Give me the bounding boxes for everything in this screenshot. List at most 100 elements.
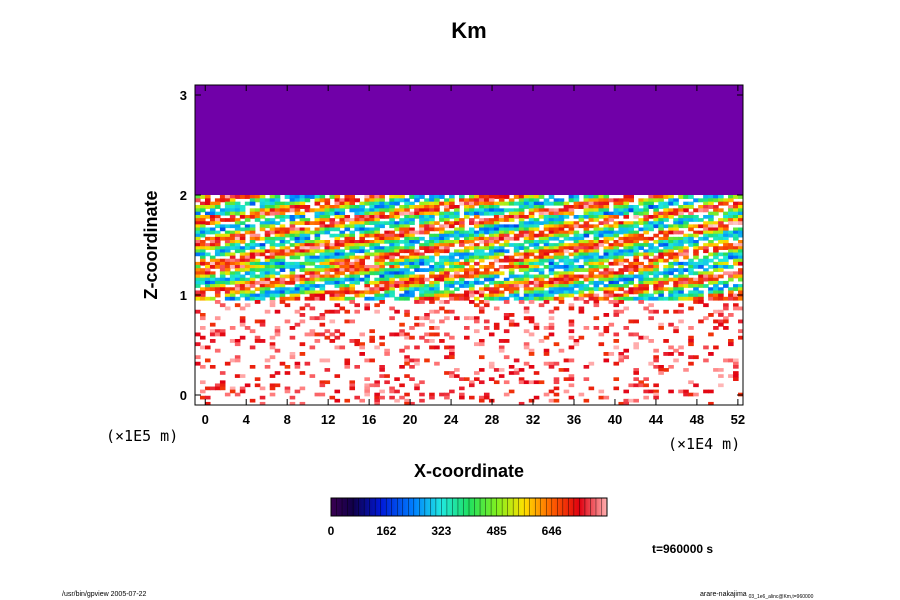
- field-cell: [299, 287, 306, 292]
- field-cell: [239, 277, 246, 282]
- field-cell: [264, 274, 271, 279]
- field-cell: [513, 274, 520, 279]
- field-cell: [528, 218, 535, 222]
- field-cell: [598, 261, 605, 266]
- field-cell: [513, 371, 520, 375]
- field-cell: [673, 198, 679, 203]
- field-cell: [324, 268, 331, 272]
- field-cell: [204, 274, 211, 279]
- field-cell: [454, 208, 460, 213]
- field-cell: [299, 215, 306, 219]
- field-cell: [508, 208, 515, 213]
- field-cell: [269, 211, 276, 216]
- field-cell: [603, 208, 610, 213]
- field-cell: [389, 249, 395, 254]
- field-cell: [229, 287, 236, 292]
- field-cell: [613, 377, 620, 381]
- field-cell: [274, 198, 281, 203]
- field-cell: [229, 261, 236, 266]
- field-cell: [449, 265, 455, 269]
- field-cell: [478, 271, 485, 276]
- field-cell: [219, 284, 226, 288]
- field-cell: [219, 246, 226, 250]
- field-cell: [329, 261, 336, 266]
- field-cell: [344, 258, 351, 263]
- field-cell: [319, 249, 326, 254]
- field-cell: [304, 249, 311, 254]
- field-cell: [209, 287, 216, 292]
- field-cell: [379, 205, 385, 209]
- field-cell: [209, 296, 216, 301]
- field-cell: [399, 395, 405, 400]
- field-cell: [284, 195, 291, 199]
- field-cell: [259, 221, 266, 225]
- field-cell: [254, 215, 261, 219]
- field-cell: [409, 215, 415, 219]
- field-cell: [294, 284, 301, 288]
- field-cell: [379, 215, 385, 219]
- field-cell: [713, 208, 719, 213]
- field-cell: [638, 287, 644, 292]
- field-cell: [623, 348, 630, 353]
- field-cell: [214, 243, 221, 247]
- field-cell: [404, 361, 410, 366]
- field-cell: [199, 227, 206, 232]
- field-cell: [698, 319, 704, 324]
- field-cell: [483, 211, 490, 216]
- field-cell: [454, 374, 460, 378]
- field-cell: [668, 246, 674, 250]
- field-cell: [429, 395, 435, 400]
- field-cell: [518, 224, 525, 229]
- region-mid-turbulent-layer: [195, 215, 743, 266]
- field-cell: [444, 287, 450, 292]
- field-cell: [593, 224, 600, 229]
- field-cell: [299, 342, 306, 347]
- field-cell: [384, 252, 390, 257]
- field-cell: [344, 233, 351, 238]
- field-cell: [593, 293, 600, 298]
- field-cell: [648, 339, 654, 343]
- field-cell: [593, 236, 600, 241]
- field-cell: [588, 290, 595, 295]
- field-cell: [628, 287, 634, 292]
- field-cell: [334, 271, 341, 276]
- region-upper-turbulent-layer: [195, 195, 743, 216]
- field-cell: [404, 268, 410, 272]
- field-cell: [658, 230, 664, 235]
- field-cell: [299, 352, 306, 356]
- field-cell: [444, 345, 450, 350]
- field-cell: [449, 345, 455, 350]
- field-cell: [294, 243, 301, 247]
- field-cell: [274, 243, 281, 247]
- field-cell: [543, 280, 550, 285]
- field-cell: [294, 249, 301, 254]
- field-cell: [404, 392, 410, 397]
- field-cell: [224, 280, 231, 285]
- field-cell: [329, 265, 336, 269]
- field-cell: [224, 243, 231, 247]
- field-cell: [573, 280, 580, 285]
- field-cell: [713, 246, 719, 250]
- field-cell: [404, 293, 410, 298]
- field-cell: [708, 230, 714, 235]
- field-cell: [219, 233, 226, 238]
- field-cell: [409, 236, 415, 241]
- field-cell: [424, 230, 430, 235]
- field-cell: [269, 290, 276, 295]
- field-cell: [454, 316, 460, 321]
- field-cell: [409, 271, 415, 276]
- field-cell: [389, 215, 395, 219]
- field-cell: [568, 211, 575, 216]
- field-cell: [394, 268, 400, 272]
- field-cell: [214, 246, 221, 250]
- field-cell: [578, 252, 585, 257]
- field-cell: [668, 296, 674, 301]
- field-cell: [673, 287, 679, 292]
- field-cell: [299, 243, 306, 247]
- field-cell: [429, 198, 435, 203]
- field-cell: [558, 368, 565, 372]
- field-cell: [344, 195, 351, 199]
- field-cell: [469, 243, 475, 247]
- field-cell: [478, 280, 485, 285]
- field-cell: [598, 271, 605, 276]
